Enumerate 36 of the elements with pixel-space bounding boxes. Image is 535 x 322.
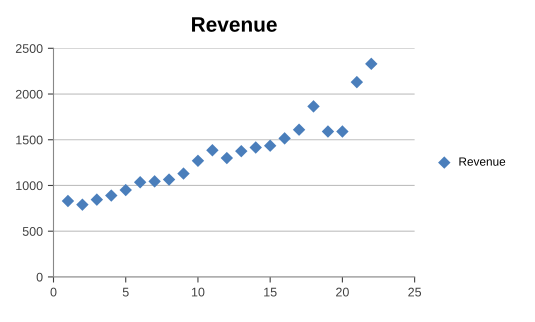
point bbox=[148, 175, 161, 188]
legend-label: Revenue bbox=[459, 158, 506, 166]
point bbox=[322, 125, 334, 138]
x-tick-label: 5 bbox=[122, 288, 129, 297]
y-tick-label: 500 bbox=[22, 226, 43, 236]
point bbox=[264, 139, 276, 152]
point bbox=[192, 154, 204, 167]
y-tick-label: 1000 bbox=[16, 181, 43, 190]
x-tick-label: 25 bbox=[408, 288, 422, 297]
point bbox=[250, 141, 262, 154]
point bbox=[350, 76, 364, 88]
point bbox=[336, 125, 349, 138]
x-tick-label: 15 bbox=[264, 288, 277, 297]
y-tick-label: 0 bbox=[36, 272, 43, 282]
point bbox=[134, 176, 146, 188]
y-tick-label: 2500 bbox=[16, 44, 43, 53]
point bbox=[162, 173, 176, 186]
point bbox=[90, 193, 104, 206]
chart-title: Revenue bbox=[192, 17, 277, 32]
x-tick-label: 10 bbox=[192, 288, 204, 297]
point bbox=[292, 123, 306, 136]
point bbox=[76, 198, 89, 211]
point bbox=[177, 167, 190, 180]
point bbox=[62, 194, 74, 208]
x-tick-label: 0 bbox=[50, 288, 56, 297]
point bbox=[206, 144, 219, 156]
point bbox=[105, 189, 118, 202]
point bbox=[120, 184, 132, 196]
point bbox=[220, 152, 234, 164]
point bbox=[365, 58, 378, 70]
point bbox=[278, 132, 291, 145]
y-tick-label: 1500 bbox=[16, 136, 43, 144]
point bbox=[307, 100, 320, 113]
point bbox=[235, 144, 248, 158]
x-tick-label: 20 bbox=[336, 288, 349, 297]
y-tick-label: 2000 bbox=[16, 90, 43, 99]
